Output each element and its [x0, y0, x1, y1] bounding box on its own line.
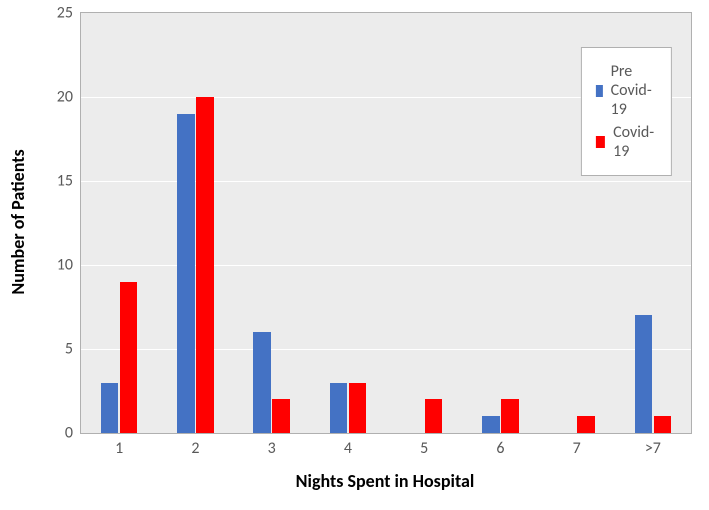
legend-item: Pre Covid-19 — [596, 62, 657, 119]
y-axis-label: Number of Patients — [7, 149, 29, 294]
x-tick-label: 1 — [115, 433, 123, 458]
legend: Pre Covid-19 Covid-19 — [581, 47, 672, 176]
bar — [482, 416, 500, 433]
bar — [349, 383, 367, 433]
legend-label: Covid-19 — [613, 123, 657, 161]
x-tick-label: >7 — [645, 433, 661, 458]
gridline — [81, 265, 691, 266]
bar — [654, 416, 672, 433]
legend-item: Covid-19 — [596, 123, 657, 161]
x-axis-label: Nights Spent in Hospital — [296, 470, 475, 492]
bar — [425, 399, 443, 433]
y-tick-label: 5 — [65, 340, 81, 359]
y-tick-label: 10 — [57, 256, 81, 275]
bar — [272, 399, 290, 433]
bar — [330, 383, 348, 433]
bar — [196, 97, 214, 433]
bar — [501, 399, 519, 433]
legend-swatch — [596, 136, 605, 148]
legend-swatch — [596, 85, 603, 97]
bar — [253, 332, 271, 433]
legend-label: Pre Covid-19 — [611, 62, 657, 119]
bar — [101, 383, 119, 433]
bar — [577, 416, 595, 433]
x-tick-label: 4 — [344, 433, 352, 458]
gridline — [81, 181, 691, 182]
y-tick-label: 15 — [57, 172, 81, 191]
x-tick-label: 3 — [268, 433, 276, 458]
y-tick-label: 20 — [57, 88, 81, 107]
x-tick-label: 5 — [420, 433, 428, 458]
y-tick-label: 25 — [57, 4, 81, 23]
bar — [120, 282, 138, 433]
x-tick-label: 7 — [573, 433, 581, 458]
y-tick-label: 0 — [65, 424, 81, 443]
chart-container: 0 5 10 15 20 25 1 2 3 4 5 6 7 >7 Number of Patients N… — [0, 0, 709, 510]
gridline — [81, 349, 691, 350]
x-tick-label: 6 — [496, 433, 504, 458]
bar — [635, 315, 653, 433]
bar — [177, 114, 195, 433]
x-tick-label: 2 — [191, 433, 199, 458]
